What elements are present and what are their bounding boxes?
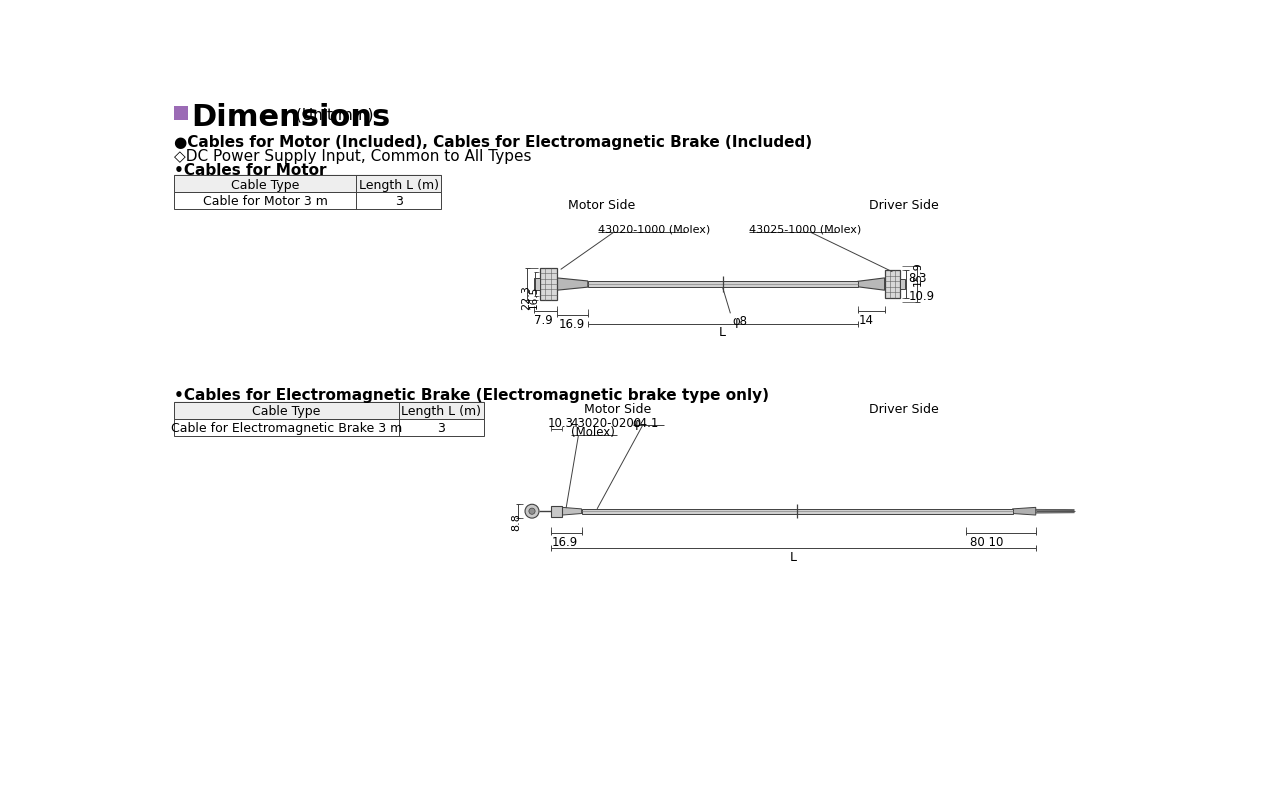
Text: Dimensions: Dimensions [191,103,390,132]
Circle shape [529,508,535,514]
Text: L: L [790,551,796,564]
Text: 43020-1000 (Molex): 43020-1000 (Molex) [598,225,710,235]
Text: Cable Type: Cable Type [230,179,300,192]
Text: (Unit mm): (Unit mm) [296,107,374,122]
Text: ◇DC Power Supply Input, Common to All Types: ◇DC Power Supply Input, Common to All Ty… [174,149,531,165]
Text: Motor Side: Motor Side [568,200,635,212]
Text: 15.9: 15.9 [913,261,923,285]
Text: φ4.1: φ4.1 [632,417,659,430]
Text: 14: 14 [859,314,874,327]
Text: Cable for Electromagnetic Brake 3 m: Cable for Electromagnetic Brake 3 m [170,422,402,435]
Bar [174,419,484,436]
Bar [534,278,540,290]
Text: Length L (m): Length L (m) [402,405,481,418]
Text: 7.9: 7.9 [534,314,552,327]
Text: L: L [719,327,726,339]
Text: Driver Side: Driver Side [869,403,938,417]
Circle shape [525,504,539,518]
Polygon shape [562,507,581,515]
Polygon shape [557,278,588,290]
Polygon shape [858,278,884,290]
Text: •Cables for Electromagnetic Brake (Electromagnetic brake type only): •Cables for Electromagnetic Brake (Elect… [174,388,769,403]
Text: 16.9: 16.9 [552,536,577,549]
Text: 3: 3 [438,422,445,435]
Bar [581,509,1012,514]
Bar [552,506,562,517]
Text: Motor Side: Motor Side [584,403,650,417]
Bar [174,107,188,120]
Bar [174,176,442,192]
Text: 43025-1000 (Molex): 43025-1000 (Molex) [749,225,861,235]
Bar [884,270,900,298]
Bar [900,279,905,289]
Text: Driver Side: Driver Side [869,200,938,212]
Bar [588,281,858,287]
Text: Cable for Motor 3 m: Cable for Motor 3 m [202,196,328,208]
Text: 10.3: 10.3 [548,417,573,430]
Text: 8.8: 8.8 [512,513,521,530]
Text: Length L (m): Length L (m) [358,179,439,192]
Bar [174,192,442,209]
Text: 16.9: 16.9 [558,318,585,331]
Text: 43020-0200: 43020-0200 [571,417,641,430]
Text: 8.3: 8.3 [909,272,927,285]
Text: 80 10: 80 10 [970,536,1004,549]
Bar [540,268,557,301]
Text: 16.5: 16.5 [529,285,539,308]
Text: (Molex): (Molex) [571,426,614,440]
Text: 22.3: 22.3 [521,285,531,311]
Text: 3: 3 [394,196,403,208]
Bar [174,401,484,419]
Text: Cable Type: Cable Type [252,405,320,418]
Text: φ8: φ8 [732,315,748,328]
Text: ●Cables for Motor (Included), Cables for Electromagnetic Brake (Included): ●Cables for Motor (Included), Cables for… [174,135,812,150]
Text: 10.9: 10.9 [909,290,934,303]
Text: •Cables for Motor: •Cables for Motor [174,163,326,178]
Polygon shape [1012,507,1036,515]
